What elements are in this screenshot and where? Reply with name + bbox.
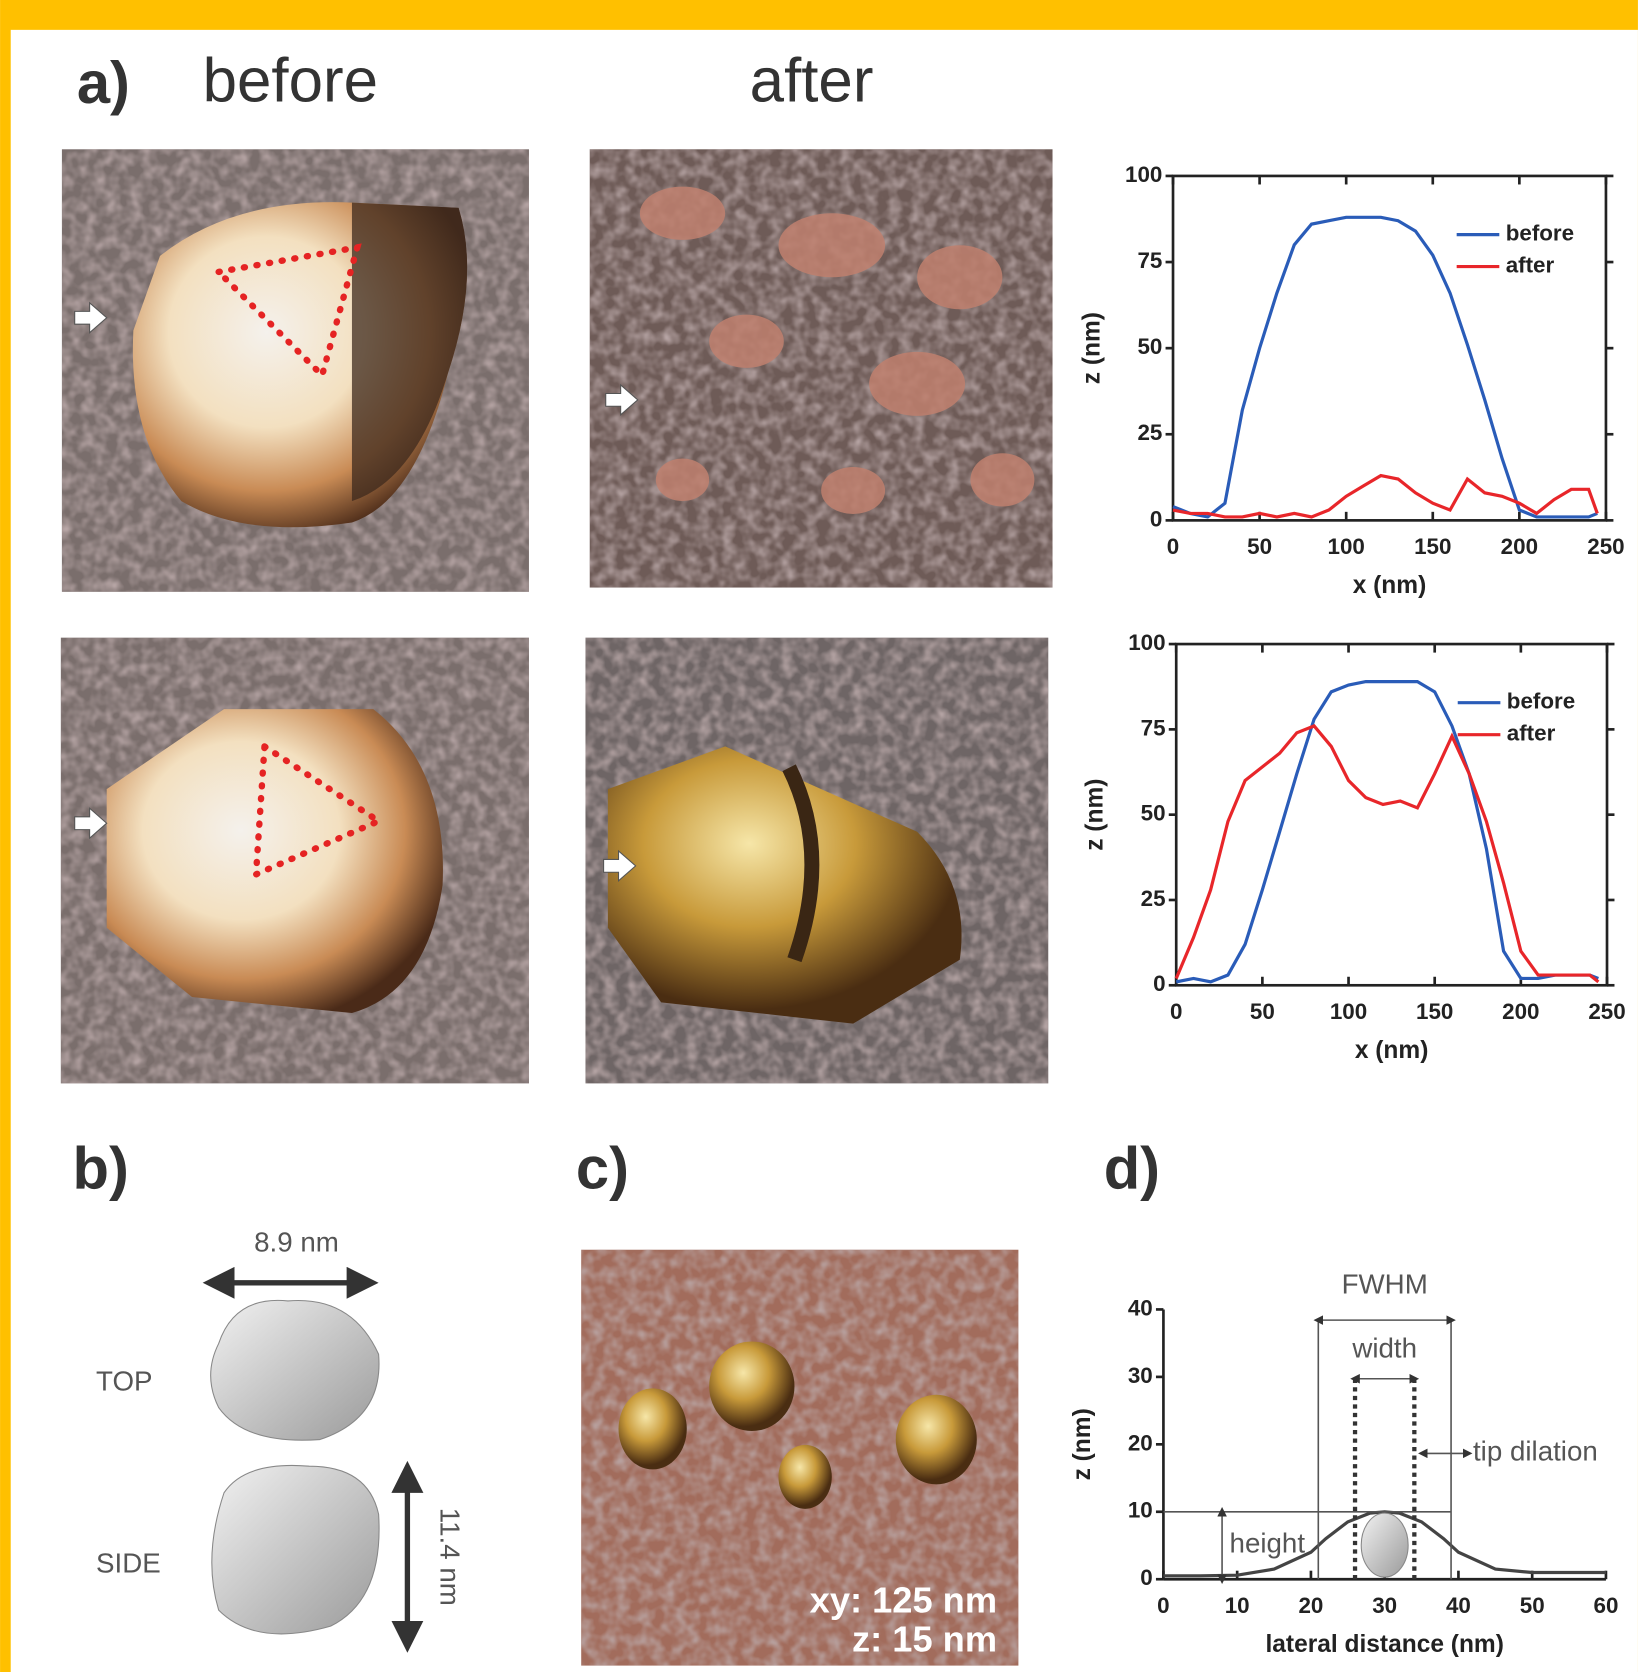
- dimension-label: 8.9 nm: [254, 1227, 339, 1258]
- x-tick-label: 0: [1167, 534, 1179, 559]
- y-tick-label: 100: [1128, 630, 1165, 655]
- dimension-label: 11.4 nm: [435, 1508, 466, 1606]
- y-tick-label: 0: [1140, 1565, 1152, 1590]
- legend-label: before: [1507, 689, 1575, 714]
- legend-label: after: [1507, 721, 1556, 746]
- legend-label: before: [1506, 221, 1574, 246]
- column-title: after: [750, 47, 874, 116]
- x-tick-label: 200: [1502, 999, 1539, 1024]
- y-tick-label: 50: [1137, 334, 1162, 359]
- x-tick-label: 50: [1250, 999, 1275, 1024]
- y-tick-label: 75: [1141, 715, 1166, 740]
- y-axis-title: z (nm): [1069, 1408, 1096, 1480]
- y-tick-label: 50: [1141, 801, 1166, 826]
- panel-label: b): [73, 1135, 129, 1202]
- x-tick-label: 250: [1587, 534, 1624, 559]
- y-tick-label: 25: [1137, 420, 1162, 445]
- panel-label: a): [77, 49, 130, 116]
- afm-image: [61, 638, 529, 1084]
- x-tick-label: 40: [1446, 1593, 1471, 1618]
- x-tick-label: 250: [1588, 999, 1625, 1024]
- column-title: before: [203, 47, 378, 116]
- x-tick-label: 0: [1157, 1593, 1169, 1618]
- scale-label: xy: 125 nm: [810, 1579, 997, 1620]
- x-tick-label: 200: [1501, 534, 1538, 559]
- x-tick-label: 150: [1416, 999, 1453, 1024]
- panel-label: c): [576, 1135, 629, 1202]
- afm-image: [585, 638, 1048, 1084]
- x-tick-label: 100: [1328, 534, 1365, 559]
- afm-image: [62, 149, 529, 592]
- x-tick-label: 60: [1594, 1593, 1619, 1618]
- annotation: width: [1351, 1332, 1417, 1363]
- x-axis-title: x (nm): [1353, 572, 1427, 599]
- x-tick-label: 30: [1372, 1593, 1397, 1618]
- y-tick-label: 10: [1128, 1498, 1153, 1523]
- y-axis-title: z (nm): [1079, 312, 1106, 384]
- x-tick-label: 20: [1298, 1593, 1323, 1618]
- x-tick-label: 50: [1247, 534, 1272, 559]
- y-tick-label: 30: [1128, 1363, 1153, 1388]
- panel-label: d): [1104, 1135, 1160, 1202]
- annotation: FWHM: [1342, 1268, 1428, 1299]
- figure: a) before after b) c) d) xy: 125 nm z: 1…: [0, 0, 1638, 1672]
- x-tick-label: 50: [1520, 1593, 1545, 1618]
- y-tick-label: 20: [1128, 1430, 1153, 1455]
- x-axis-title: x (nm): [1355, 1037, 1429, 1064]
- y-tick-label: 75: [1137, 248, 1162, 273]
- view-label: SIDE: [96, 1548, 161, 1579]
- y-tick-label: 25: [1141, 886, 1166, 911]
- annotation: tip dilation: [1473, 1436, 1598, 1467]
- x-tick-label: 150: [1414, 534, 1451, 559]
- x-tick-label: 10: [1225, 1593, 1250, 1618]
- y-axis-title: z (nm): [1082, 779, 1109, 851]
- molecule-icon: [1361, 1513, 1408, 1577]
- x-tick-label: 0: [1170, 999, 1182, 1024]
- legend-label: after: [1506, 253, 1555, 278]
- afm-image: [590, 149, 1053, 587]
- y-tick-label: 40: [1128, 1295, 1153, 1320]
- scale-label: z: 15 nm: [852, 1619, 997, 1660]
- y-tick-label: 100: [1125, 162, 1162, 187]
- x-axis-title: lateral distance (nm): [1265, 1631, 1503, 1658]
- y-tick-label: 0: [1153, 971, 1165, 996]
- annotation: height: [1230, 1527, 1306, 1558]
- y-tick-label: 0: [1150, 506, 1162, 531]
- x-tick-label: 100: [1330, 999, 1367, 1024]
- view-label: TOP: [96, 1365, 152, 1396]
